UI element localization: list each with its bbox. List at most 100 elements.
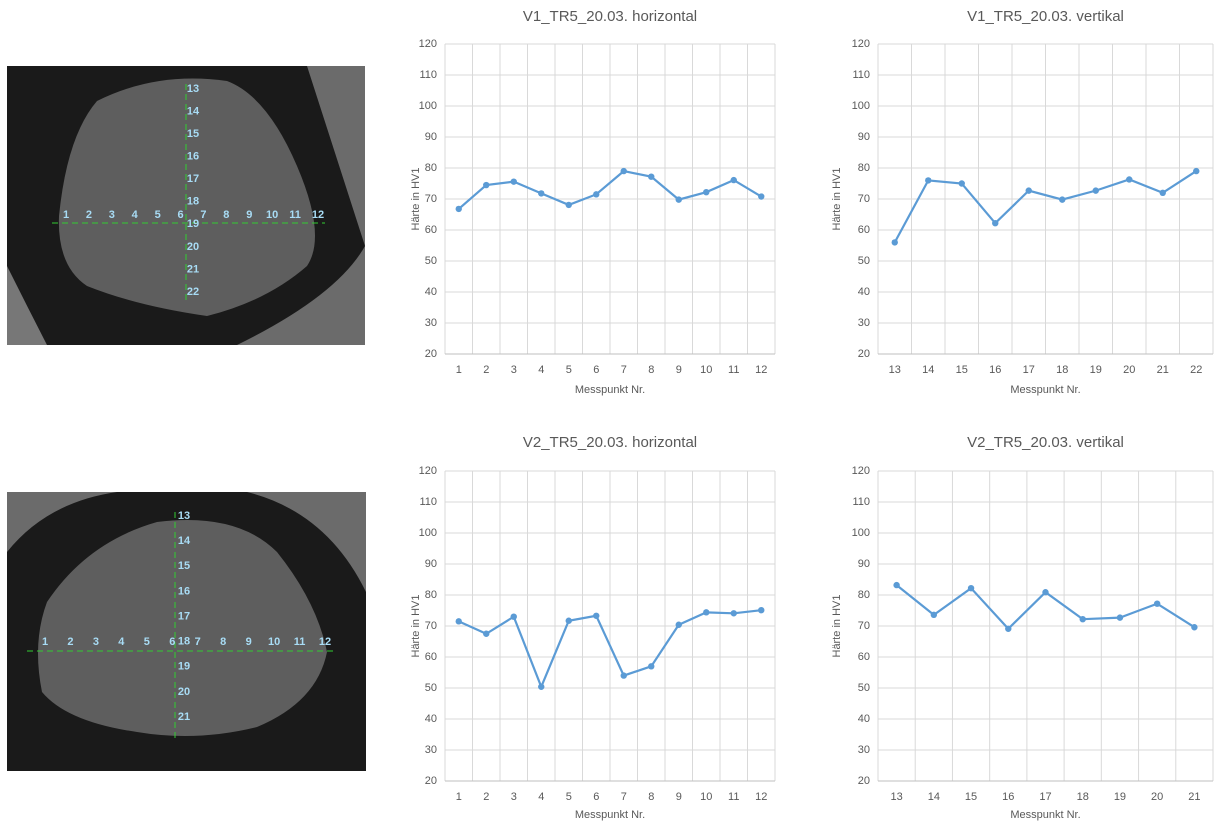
point-label: 6 — [169, 636, 175, 648]
point-label: 17 — [178, 610, 190, 622]
holder-edge — [7, 492, 117, 552]
y-axis-label: Härte in HV1 — [410, 595, 422, 658]
series-line — [893, 170, 1197, 243]
data-point — [1059, 196, 1066, 203]
x-tick-label: 22 — [1190, 364, 1202, 376]
x-axis-label: Messpunkt Nr. — [1010, 809, 1080, 821]
chart-title: V2_TR5_20.03. horizontal — [523, 434, 697, 451]
y-tick-label: 110 — [419, 496, 437, 508]
point-label: 5 — [155, 209, 161, 221]
chart-title: V1_TR5_20.03. horizontal — [523, 8, 697, 25]
y-tick-label: 90 — [858, 558, 870, 570]
x-tick-label: 13 — [889, 364, 901, 376]
data-point — [1005, 625, 1012, 632]
y-tick-label: 100 — [419, 527, 437, 539]
specimen — [38, 520, 327, 736]
data-point — [1042, 589, 1049, 596]
y-tick-label: 80 — [425, 589, 437, 601]
point-label: 9 — [246, 636, 252, 648]
y-tick-label: 40 — [425, 713, 437, 725]
holder-edge — [7, 492, 366, 592]
point-label: 20 — [178, 686, 190, 698]
data-point — [483, 181, 490, 189]
x-tick-label: 8 — [648, 364, 654, 376]
x-axis-label: Messpunkt Nr. — [575, 809, 645, 821]
point-label: 13 — [178, 510, 190, 522]
point-label: 4 — [118, 636, 125, 648]
data-point — [648, 663, 655, 670]
series-line — [458, 609, 762, 690]
y-tick-label: 120 — [419, 38, 437, 50]
y-tick-label: 60 — [858, 651, 870, 663]
x-tick-label: 12 — [755, 364, 767, 376]
point-label: 12 — [312, 209, 324, 221]
x-tick-label: 16 — [1002, 791, 1014, 803]
point-label: 17 — [187, 173, 199, 185]
point-label: 7 — [195, 636, 201, 648]
point-label: 8 — [223, 209, 229, 221]
y-tick-label: 20 — [858, 775, 870, 787]
point-label: 16 — [187, 151, 199, 163]
point-label: 18 — [187, 196, 199, 208]
data-point — [730, 610, 737, 617]
x-tick-label: 5 — [566, 364, 572, 376]
data-point — [620, 167, 627, 175]
y-tick-label: 70 — [425, 620, 437, 632]
point-label: 10 — [268, 636, 280, 648]
y-tick-label: 120 — [852, 38, 870, 50]
x-tick-label: 10 — [700, 364, 712, 376]
data-point — [1116, 614, 1124, 621]
x-tick-label: 1 — [456, 364, 462, 376]
y-tick-label: 100 — [852, 100, 870, 112]
point-label: 21 — [178, 711, 190, 723]
y-tick-label: 50 — [425, 255, 437, 267]
chart-title: V1_TR5_20.03. vertikal — [967, 8, 1124, 25]
x-tick-label: 6 — [593, 364, 599, 376]
point-label: 15 — [178, 560, 190, 572]
data-point — [925, 177, 932, 184]
point-label: 7 — [200, 209, 206, 221]
x-tick-label: 2 — [483, 791, 489, 803]
y-tick-label: 40 — [858, 286, 870, 298]
x-tick-label: 9 — [676, 364, 682, 376]
y-tick-label: 20 — [858, 348, 870, 360]
data-point — [593, 612, 600, 619]
y-tick-label: 50 — [425, 682, 437, 694]
chart: V2_TR5_20.03. vertikal Härte in HV1 Messpu… — [831, 434, 1214, 821]
y-tick-label: 100 — [852, 527, 870, 539]
holder-edge — [7, 266, 47, 345]
data-point — [620, 672, 627, 679]
data-point — [1025, 187, 1032, 194]
x-tick-label: 16 — [989, 364, 1001, 376]
x-tick-label: 21 — [1157, 364, 1169, 376]
y-tick-label: 110 — [419, 69, 437, 81]
data-point — [565, 617, 572, 624]
y-tick-label: 60 — [425, 651, 437, 663]
data-point — [1191, 624, 1198, 631]
y-tick-label: 60 — [425, 224, 437, 236]
point-label: 18 — [178, 636, 190, 648]
point-label: 22 — [187, 286, 199, 298]
x-tick-label: 7 — [621, 364, 627, 376]
x-tick-label: 4 — [538, 364, 544, 376]
y-tick-label: 120 — [852, 465, 870, 477]
x-tick-label: 18 — [1077, 791, 1089, 803]
data-point — [510, 613, 517, 620]
data-point — [1153, 600, 1161, 607]
x-tick-label: 1 — [456, 791, 462, 803]
data-point — [675, 196, 682, 203]
x-tick-label: 15 — [965, 791, 977, 803]
y-tick-label: 90 — [858, 131, 870, 143]
data-point — [967, 584, 975, 592]
data-point — [1126, 176, 1133, 183]
point-label: 14 — [187, 105, 200, 117]
y-tick-label: 110 — [852, 496, 870, 508]
data-point — [730, 176, 737, 184]
point-label: 19 — [187, 218, 199, 230]
x-tick-label: 14 — [922, 364, 934, 376]
y-tick-label: 30 — [858, 744, 870, 756]
point-label: 10 — [266, 209, 278, 221]
x-tick-label: 4 — [538, 791, 544, 803]
x-tick-label: 19 — [1090, 364, 1102, 376]
